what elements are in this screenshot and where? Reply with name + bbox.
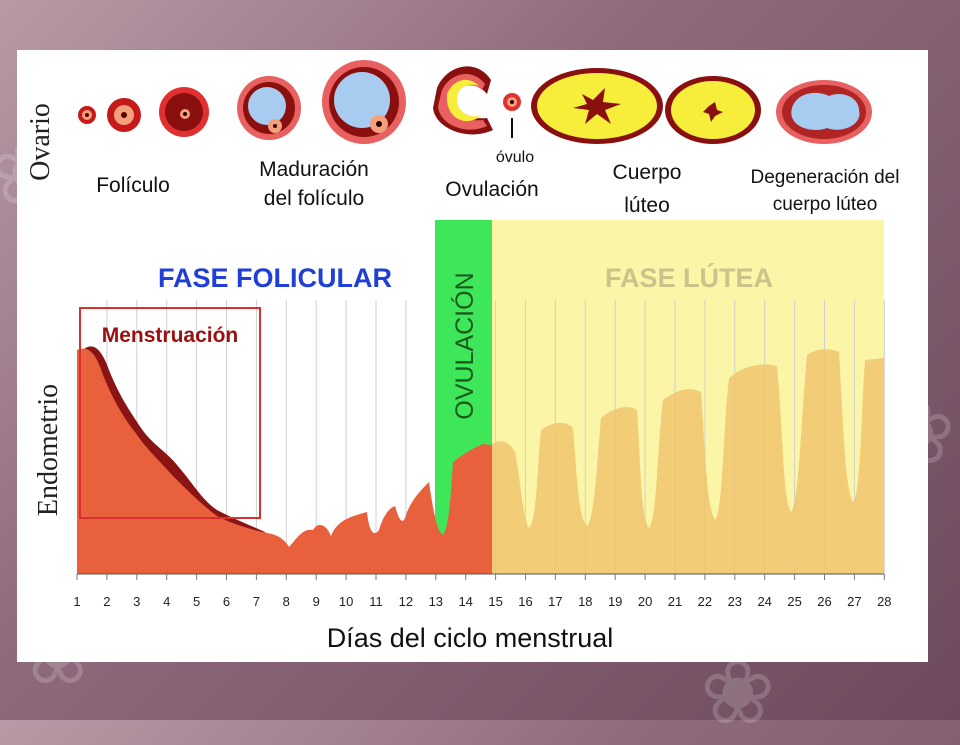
x-tick-label: 26 bbox=[817, 594, 831, 609]
x-tick-label: 13 bbox=[429, 594, 443, 609]
follicle-icon bbox=[78, 87, 209, 137]
x-tick-label: 23 bbox=[728, 594, 742, 609]
x-tick-label: 28 bbox=[877, 594, 891, 609]
x-tick-label: 14 bbox=[458, 594, 472, 609]
endometrium-side-label: Endometrio bbox=[33, 384, 64, 516]
x-tick-label: 22 bbox=[698, 594, 712, 609]
x-tick-label: 27 bbox=[847, 594, 861, 609]
maturing-follicle-icon bbox=[237, 60, 406, 144]
corpus-luteum-label-line1: Cuerpo bbox=[613, 161, 682, 184]
ovulation-stage-label: Ovulación bbox=[445, 178, 538, 201]
corpus-luteum-icon bbox=[531, 68, 761, 144]
x-tick-label: 18 bbox=[578, 594, 592, 609]
ovulation-icon bbox=[433, 66, 521, 138]
x-tick-label: 7 bbox=[253, 594, 260, 609]
x-tick-label: 12 bbox=[399, 594, 413, 609]
x-axis-ticks: 1 2 3 4 5 6 7 8 9 10 11 12 13 14 15 16 17 18 19 20 21 22 23 24 2… bbox=[73, 574, 892, 609]
degeneration-label-line1: Degeneración del bbox=[751, 167, 900, 188]
maturation-label-line1: Maduración bbox=[259, 158, 369, 181]
degeneration-label-line2: cuerpo lúteo bbox=[773, 194, 878, 215]
x-tick-label: 2 bbox=[103, 594, 110, 609]
x-tick-label: 24 bbox=[757, 594, 771, 609]
x-tick-label: 16 bbox=[518, 594, 532, 609]
menstruation-label: Menstruación bbox=[102, 324, 239, 347]
follicle-label: Folículo bbox=[96, 174, 170, 197]
menstruation-box bbox=[79, 307, 261, 519]
x-tick-label: 5 bbox=[193, 594, 200, 609]
ovary-side-label: Ovario bbox=[25, 103, 56, 181]
x-tick-label: 3 bbox=[133, 594, 140, 609]
x-axis-title: Días del ciclo menstrual bbox=[327, 623, 614, 653]
x-tick-label: 15 bbox=[488, 594, 502, 609]
endometrium-follicular-tissue bbox=[77, 348, 492, 574]
x-tick-label: 25 bbox=[787, 594, 801, 609]
corpus-luteum-label-line2: lúteo bbox=[624, 194, 670, 217]
luteal-phase-label: FASE LÚTEA bbox=[605, 262, 773, 293]
menstrual-cycle-diagram: Menstruación FASE FOLICULAR FASE LÚTEA O… bbox=[17, 50, 928, 662]
ovum-label: óvulo bbox=[496, 149, 534, 166]
x-tick-label: 8 bbox=[283, 594, 290, 609]
x-tick-label: 17 bbox=[548, 594, 562, 609]
x-tick-label: 20 bbox=[638, 594, 652, 609]
x-tick-label: 21 bbox=[668, 594, 682, 609]
maturation-label-line2: del folículo bbox=[264, 187, 364, 210]
x-tick-label: 11 bbox=[369, 594, 383, 609]
x-tick-label: 19 bbox=[608, 594, 622, 609]
endometrium-luteal-tissue bbox=[492, 349, 884, 574]
ovulation-phase-label: OVULACIÓN bbox=[450, 272, 479, 419]
x-tick-label: 9 bbox=[313, 594, 320, 609]
x-tick-label: 6 bbox=[223, 594, 230, 609]
x-tick-label: 4 bbox=[163, 594, 170, 609]
x-tick-label: 1 bbox=[73, 594, 80, 609]
follicular-phase-label: FASE FOLICULAR bbox=[158, 263, 392, 293]
corpus-luteum-degeneration-icon bbox=[776, 80, 872, 144]
x-tick-label: 10 bbox=[339, 594, 353, 609]
